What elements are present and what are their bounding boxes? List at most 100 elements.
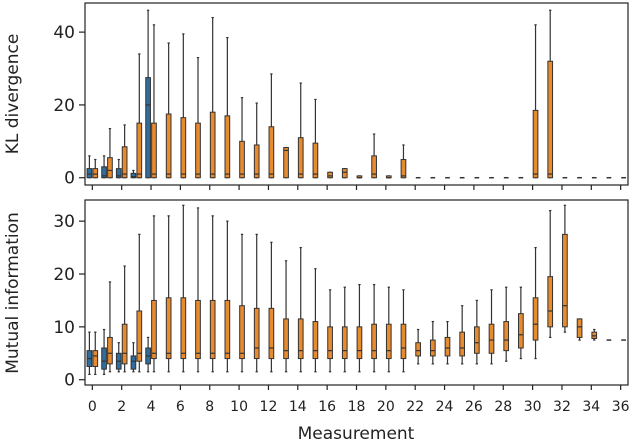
kl-box-blue-1	[101, 155, 107, 179]
kl-box-orange-30	[532, 24, 539, 179]
iqr-box	[385, 323, 392, 360]
mi-xtick-label: 2	[117, 399, 126, 415]
mi-xtick-label: 30	[524, 399, 542, 415]
iqr-box	[209, 299, 216, 360]
iqr-box	[145, 77, 151, 179]
mi-ytick-label: 10	[53, 318, 75, 338]
mi-y-axis-label: Mutual information	[3, 212, 23, 374]
mi-box-orange-26	[473, 299, 480, 365]
kl-box-orange-2	[121, 124, 128, 179]
kl-divergence-panel: 0 20 40 KL divergence	[3, 2, 629, 190]
kl-box-orange-13	[283, 146, 289, 179]
mi-box-orange-27	[488, 289, 495, 365]
kl-box-orange-31	[547, 9, 554, 179]
mi-box-orange-16	[327, 289, 333, 373]
iqr-box	[136, 310, 143, 362]
iqr-box	[86, 168, 93, 179]
iqr-box	[473, 326, 480, 354]
mi-xtick-label: 0	[88, 399, 97, 415]
kl-box-orange-14	[297, 82, 304, 179]
kl-box-orange-11	[253, 102, 260, 179]
mi-box-orange-1	[107, 281, 113, 373]
iqr-box	[107, 336, 113, 365]
mi-xtick-label: 32	[553, 399, 571, 415]
mi-xtick-label: 20	[377, 399, 395, 415]
iqr-box	[268, 126, 275, 179]
iqr-box	[459, 331, 466, 357]
iqr-box	[327, 326, 333, 360]
iqr-box	[224, 299, 231, 360]
mi-xtick-label: 4	[147, 399, 156, 415]
iqr-box	[121, 323, 128, 365]
kl-box-orange-0	[92, 158, 99, 179]
iqr-box	[165, 297, 172, 360]
iqr-box	[165, 113, 172, 179]
mi-box-orange-14	[297, 246, 304, 373]
kl-y-axis-ticks: 0 20 40	[53, 23, 85, 189]
iqr-box	[92, 168, 99, 179]
mi-xtick-label: 6	[176, 399, 185, 415]
iqr-box	[195, 122, 201, 179]
mi-box-orange-9	[224, 220, 231, 373]
iqr-box	[180, 117, 187, 179]
iqr-box	[130, 172, 137, 179]
iqr-box	[121, 146, 128, 179]
mi-box-orange-0	[92, 331, 99, 376]
mi-box-blue-0	[86, 331, 93, 376]
iqr-box	[518, 313, 524, 349]
iqr-box	[312, 321, 319, 360]
iqr-box	[101, 166, 107, 179]
iqr-box	[297, 137, 304, 179]
mi-box-orange-7	[195, 207, 201, 373]
kl-ytick-label: 40	[53, 23, 75, 43]
iqr-box	[327, 171, 333, 179]
iqr-box	[209, 111, 216, 179]
kl-box-orange-9	[224, 36, 231, 179]
mi-box-orange-3	[136, 233, 143, 373]
iqr-box	[283, 147, 289, 179]
kl-box-orange-8	[209, 16, 216, 179]
kl-box-orange-18	[356, 175, 363, 179]
kl-ytick-label: 20	[53, 96, 75, 116]
iqr-box	[283, 318, 289, 360]
iqr-box	[532, 297, 539, 341]
mi-ytick-label: 20	[53, 265, 75, 285]
iqr-box	[429, 339, 436, 357]
kl-box-blue-0	[86, 155, 93, 179]
mi-box-series	[86, 204, 626, 376]
kl-box-blue-3	[130, 169, 137, 179]
iqr-box	[224, 115, 231, 179]
kl-ytick-label: 0	[64, 169, 75, 189]
mi-xtick-label: 24	[436, 399, 454, 415]
iqr-box	[136, 122, 143, 179]
iqr-box	[532, 109, 539, 179]
mi-box-orange-17	[341, 286, 348, 373]
mi-box-orange-5	[165, 215, 172, 373]
mi-box-orange-25	[459, 305, 466, 365]
mi-box-orange-13	[283, 260, 289, 373]
kl-box-orange-10	[239, 97, 245, 179]
kl-box-orange-6	[180, 33, 187, 179]
mi-box-orange-2	[121, 265, 128, 373]
iqr-box	[195, 299, 201, 360]
mi-xtick-label: 10	[230, 399, 248, 415]
mi-box-orange-15	[312, 268, 319, 373]
kl-box-orange-7	[195, 56, 201, 179]
iqr-box	[444, 336, 451, 357]
mi-box-orange-22	[415, 328, 421, 365]
mi-box-orange-18	[356, 283, 363, 373]
mi-box-orange-24	[444, 320, 451, 365]
kl-box-orange-5	[165, 42, 172, 179]
iqr-box	[341, 326, 348, 360]
kl-box-blue-4	[145, 9, 151, 179]
iqr-box	[130, 355, 137, 370]
mi-box-orange-11	[253, 233, 260, 373]
iqr-box	[268, 307, 275, 360]
iqr-box	[576, 318, 583, 338]
iqr-box	[371, 155, 377, 179]
iqr-box	[415, 342, 421, 357]
x-axis-label: Measurement	[298, 424, 415, 444]
mi-box-blue-4	[145, 336, 151, 373]
mi-box-orange-33	[576, 318, 583, 341]
kl-y-axis-label: KL divergence	[3, 34, 23, 155]
